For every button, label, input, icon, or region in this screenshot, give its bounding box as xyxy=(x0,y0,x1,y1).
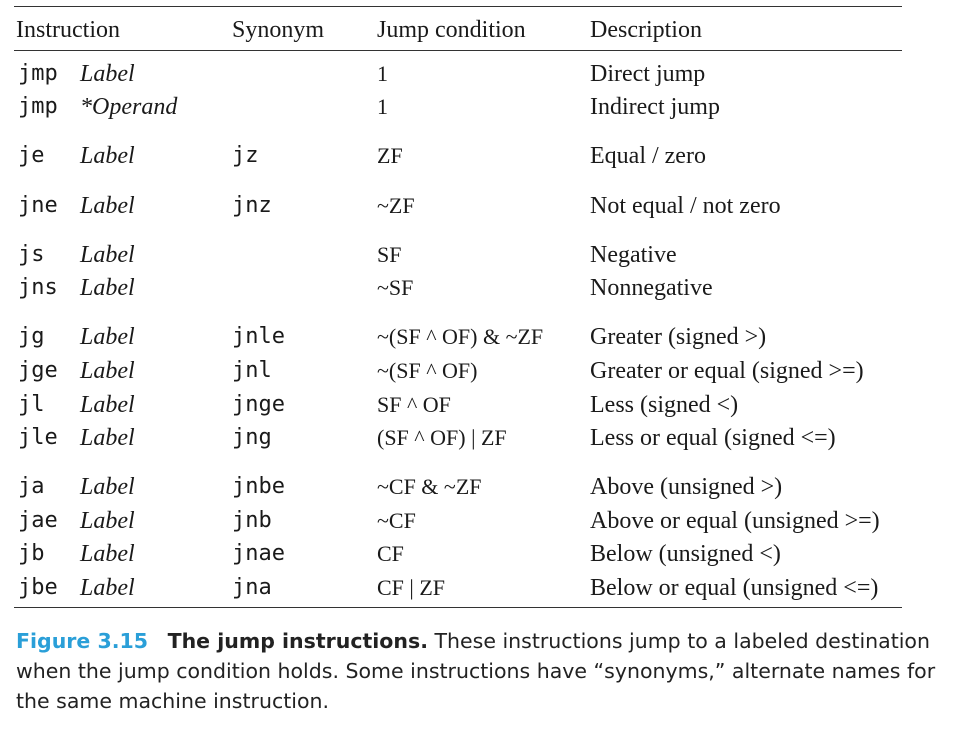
description-cell: Less or equal (signed <=) xyxy=(590,425,836,451)
table-row: jge Label jnl ~(SF ^ OF) Greater or equa… xyxy=(14,355,902,387)
instruction-cell: jb xyxy=(18,541,45,566)
figure-title: The jump instructions. xyxy=(167,629,428,653)
condition-cell: ~CF xyxy=(377,508,416,533)
table-body: jmp Label 1 Direct jump jmp *Operand 1 I… xyxy=(14,51,902,607)
operand-cell: Label xyxy=(80,358,135,384)
synonym-cell: jz xyxy=(232,143,259,168)
operand-cell: Label xyxy=(80,143,135,169)
table-header-rule xyxy=(14,50,902,51)
header-instruction: Instruction xyxy=(16,17,120,43)
condition-cell: (SF ^ OF) | ZF xyxy=(377,425,507,450)
instruction-cell: je xyxy=(18,143,45,168)
table-row: jae Label jnb ~CF Above or equal (unsign… xyxy=(14,505,902,537)
instruction-cell: jle xyxy=(18,425,58,450)
operand-cell: Label xyxy=(80,474,135,500)
operand-cell: Label xyxy=(80,508,135,534)
description-cell: Greater or equal (signed >=) xyxy=(590,358,864,384)
condition-cell: ~(SF ^ OF) & ~ZF xyxy=(377,324,544,349)
header-description: Description xyxy=(590,17,702,43)
description-cell: Below or equal (unsigned <=) xyxy=(590,575,879,601)
instruction-cell: jmp xyxy=(18,61,58,86)
synonym-cell: jnge xyxy=(232,392,285,417)
condition-cell: ~CF & ~ZF xyxy=(377,474,482,499)
table-row: jg Label jnle ~(SF ^ OF) & ~ZF Greater (… xyxy=(14,321,902,353)
condition-cell: ZF xyxy=(377,143,403,168)
condition-cell: SF xyxy=(377,242,402,267)
table-row: jbe Label jna CF | ZF Below or equal (un… xyxy=(14,572,902,604)
figure-caption: Figure 3.15 The jump instructions. These… xyxy=(16,626,936,716)
instruction-cell: jl xyxy=(18,392,45,417)
synonym-cell: jnl xyxy=(232,358,272,383)
operand-cell: Label xyxy=(80,392,135,418)
table-header-row: Instruction Synonym Jump condition Descr… xyxy=(14,7,902,50)
table-row: je Label jz ZF Equal / zero xyxy=(14,140,902,172)
instruction-cell: ja xyxy=(18,474,45,499)
table-row: jle Label jng (SF ^ OF) | ZF Less or equ… xyxy=(14,422,902,454)
operand-cell: Label xyxy=(80,275,135,301)
synonym-cell: jnle xyxy=(232,324,285,349)
table-row: jne Label jnz ~ZF Not equal / not zero xyxy=(14,190,902,222)
synonym-cell: jnz xyxy=(232,193,272,218)
description-cell: Below (unsigned <) xyxy=(590,541,781,567)
synonym-cell: jna xyxy=(232,575,272,600)
operand-cell: Label xyxy=(80,425,135,451)
condition-cell: SF ^ OF xyxy=(377,392,451,417)
description-cell: Direct jump xyxy=(590,61,706,87)
table-row: ja Label jnbe ~CF & ~ZF Above (unsigned … xyxy=(14,471,902,503)
description-cell: Above (unsigned >) xyxy=(590,474,783,500)
header-jump-condition: Jump condition xyxy=(377,17,526,43)
operand-cell: Label xyxy=(80,324,135,350)
operand-cell: Label xyxy=(80,193,135,219)
table-row: js Label SF Negative xyxy=(14,239,902,271)
description-cell: Less (signed <) xyxy=(590,392,739,418)
synonym-cell: jnb xyxy=(232,508,272,533)
table-row: jb Label jnae CF Below (unsigned <) xyxy=(14,538,902,570)
instruction-cell: jmp xyxy=(18,94,58,119)
instruction-cell: jne xyxy=(18,193,58,218)
figure-caption-text: These instructions jump to a labeled des… xyxy=(16,629,936,713)
condition-cell: ~SF xyxy=(377,275,414,300)
jump-instructions-table: Instruction Synonym Jump condition Descr… xyxy=(14,6,902,608)
table-row: jmp *Operand 1 Indirect jump xyxy=(14,91,902,123)
description-cell: Negative xyxy=(590,242,677,268)
header-synonym: Synonym xyxy=(232,17,325,43)
condition-cell: 1 xyxy=(377,61,388,86)
condition-cell: 1 xyxy=(377,94,388,119)
instruction-cell: jns xyxy=(18,275,58,300)
description-cell: Not equal / not zero xyxy=(590,193,781,219)
description-cell: Indirect jump xyxy=(590,94,720,120)
instruction-cell: jbe xyxy=(18,575,58,600)
operand-cell: Label xyxy=(80,242,135,268)
instruction-cell: js xyxy=(18,242,45,267)
operand-cell: *Operand xyxy=(80,94,178,120)
condition-cell: CF xyxy=(377,541,404,566)
description-cell: Nonnegative xyxy=(590,275,713,301)
table-bottom-rule xyxy=(14,607,902,608)
instruction-cell: jae xyxy=(18,508,58,533)
condition-cell: ~(SF ^ OF) xyxy=(377,358,478,383)
operand-cell: Label xyxy=(80,61,135,87)
description-cell: Greater (signed >) xyxy=(590,324,767,350)
table-row: jmp Label 1 Direct jump xyxy=(14,58,902,90)
operand-cell: Label xyxy=(80,575,135,601)
operand-cell: Label xyxy=(80,541,135,567)
condition-cell: CF | ZF xyxy=(377,575,445,600)
table-top-rule xyxy=(14,6,902,7)
synonym-cell: jng xyxy=(232,425,272,450)
condition-cell: ~ZF xyxy=(377,193,415,218)
description-cell: Above or equal (unsigned >=) xyxy=(590,508,880,534)
table-row: jns Label ~SF Nonnegative xyxy=(14,272,902,304)
synonym-cell: jnae xyxy=(232,541,285,566)
instruction-cell: jge xyxy=(18,358,58,383)
instruction-cell: jg xyxy=(18,324,45,349)
table-row: jl Label jnge SF ^ OF Less (signed <) xyxy=(14,389,902,421)
synonym-cell: jnbe xyxy=(232,474,285,499)
description-cell: Equal / zero xyxy=(590,143,706,169)
figure-label: Figure 3.15 xyxy=(16,629,149,653)
